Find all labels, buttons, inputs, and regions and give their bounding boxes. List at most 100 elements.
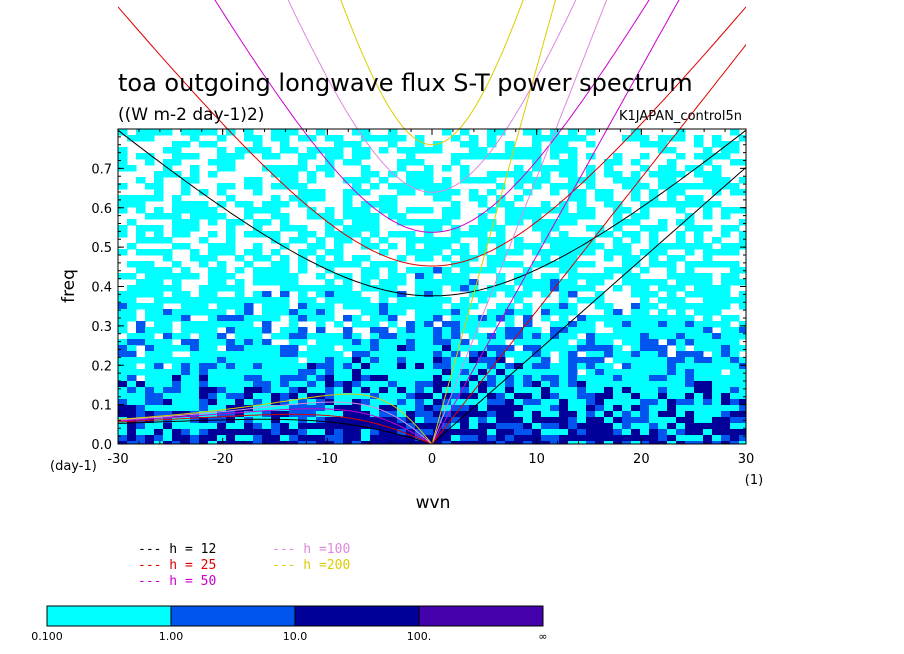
- heatmap-cell: [487, 207, 497, 214]
- heatmap-cell: [154, 225, 164, 232]
- heatmap-cell: [712, 393, 722, 400]
- heatmap-cell: [433, 351, 443, 358]
- heatmap-cell: [559, 291, 569, 298]
- heatmap-cell: [442, 297, 452, 304]
- heatmap-cell: [118, 405, 128, 412]
- heatmap-cell: [721, 225, 731, 232]
- heatmap-cell: [316, 147, 326, 154]
- heatmap-cell: [532, 405, 542, 412]
- heatmap-cell: [703, 159, 713, 166]
- heatmap-cell: [577, 363, 587, 370]
- heatmap-cell: [217, 267, 227, 274]
- heatmap-cell: [136, 285, 146, 292]
- heatmap-cell: [316, 381, 326, 388]
- heatmap-cell: [721, 399, 731, 406]
- heatmap-cell: [280, 201, 290, 208]
- heatmap-cell: [316, 345, 326, 352]
- heatmap-cell: [703, 249, 713, 256]
- heatmap-cell: [496, 201, 506, 208]
- heatmap-cell: [433, 237, 443, 244]
- colorbar-swatch: [46, 605, 172, 627]
- heatmap-cell: [712, 291, 722, 298]
- heatmap-cell: [703, 153, 713, 160]
- legend-entry: --- h =200: [272, 558, 350, 573]
- heatmap-cell: [271, 315, 281, 322]
- heatmap-cell: [325, 261, 335, 268]
- heatmap-cell: [595, 357, 605, 364]
- heatmap-cell: [622, 363, 632, 370]
- heatmap-cell: [352, 441, 362, 444]
- heatmap-cell: [343, 327, 353, 334]
- heatmap-cell: [595, 405, 605, 412]
- x-tick-label: 20: [633, 452, 650, 467]
- heatmap-cell: [676, 339, 686, 346]
- heatmap-cell: [622, 369, 632, 376]
- heatmap-cell: [127, 195, 137, 202]
- heatmap-cell: [541, 309, 551, 316]
- heatmap-cell: [586, 129, 596, 136]
- heatmap-cell: [244, 303, 254, 310]
- heatmap-cell: [478, 405, 488, 412]
- heatmap-cell: [316, 309, 326, 316]
- heatmap-cell: [460, 297, 470, 304]
- heatmap-cell: [406, 381, 416, 388]
- heatmap-cell: [253, 339, 263, 346]
- heatmap-cell: [487, 441, 497, 444]
- heatmap-cell: [361, 357, 371, 364]
- heatmap-cell: [262, 315, 272, 322]
- heatmap-cell: [298, 297, 308, 304]
- heatmap-cell: [118, 315, 128, 322]
- heatmap-cell: [307, 369, 317, 376]
- heatmap-cell: [127, 393, 137, 400]
- heatmap-cell: [487, 315, 497, 322]
- heatmap-cell: [676, 435, 686, 442]
- heatmap-cell: [361, 129, 371, 136]
- heatmap-cell: [298, 387, 308, 394]
- heatmap-cell: [280, 165, 290, 172]
- heatmap-cell: [199, 375, 209, 382]
- heatmap-cell: [676, 405, 686, 412]
- heatmap-cell: [703, 303, 713, 310]
- heatmap-cell: [640, 291, 650, 298]
- heatmap-cell: [586, 213, 596, 220]
- heatmap-cell: [298, 375, 308, 382]
- heatmap-cell: [559, 141, 569, 148]
- heatmap-cell: [676, 189, 686, 196]
- heatmap-cell: [523, 285, 533, 292]
- heatmap-cell: [307, 147, 317, 154]
- heatmap-cell: [235, 393, 245, 400]
- heatmap-cell: [424, 381, 434, 388]
- heatmap-cell: [712, 435, 722, 442]
- heatmap-cell: [730, 261, 740, 268]
- heatmap-cell: [460, 231, 470, 238]
- heatmap-cell: [181, 183, 191, 190]
- heatmap-cell: [118, 129, 128, 136]
- heatmap-cell: [163, 369, 173, 376]
- heatmap-cell: [343, 279, 353, 286]
- heatmap-cell: [739, 327, 746, 334]
- heatmap-cell: [442, 333, 452, 340]
- heatmap-cell: [640, 435, 650, 442]
- heatmap-cell: [307, 441, 317, 444]
- heatmap-cell: [271, 213, 281, 220]
- heatmap-cell: [217, 333, 227, 340]
- heatmap-cell: [136, 135, 146, 142]
- heatmap-cell: [694, 135, 704, 142]
- heatmap-cell: [487, 141, 497, 148]
- heatmap-cell: [298, 429, 308, 436]
- heatmap-cell: [190, 135, 200, 142]
- heatmap-cell: [271, 207, 281, 214]
- heatmap-cell: [235, 399, 245, 406]
- heatmap-cell: [550, 405, 560, 412]
- heatmap-cell: [343, 333, 353, 340]
- heatmap-cell: [289, 177, 299, 184]
- heatmap-cell: [514, 297, 524, 304]
- heatmap-cell: [559, 333, 569, 340]
- heatmap-cell: [361, 201, 371, 208]
- heatmap-cell: [541, 351, 551, 358]
- heatmap-cell: [739, 297, 746, 304]
- heatmap-cell: [514, 375, 524, 382]
- heatmap-cell: [649, 237, 659, 244]
- heatmap-cell: [613, 243, 623, 250]
- heatmap-cell: [631, 183, 641, 190]
